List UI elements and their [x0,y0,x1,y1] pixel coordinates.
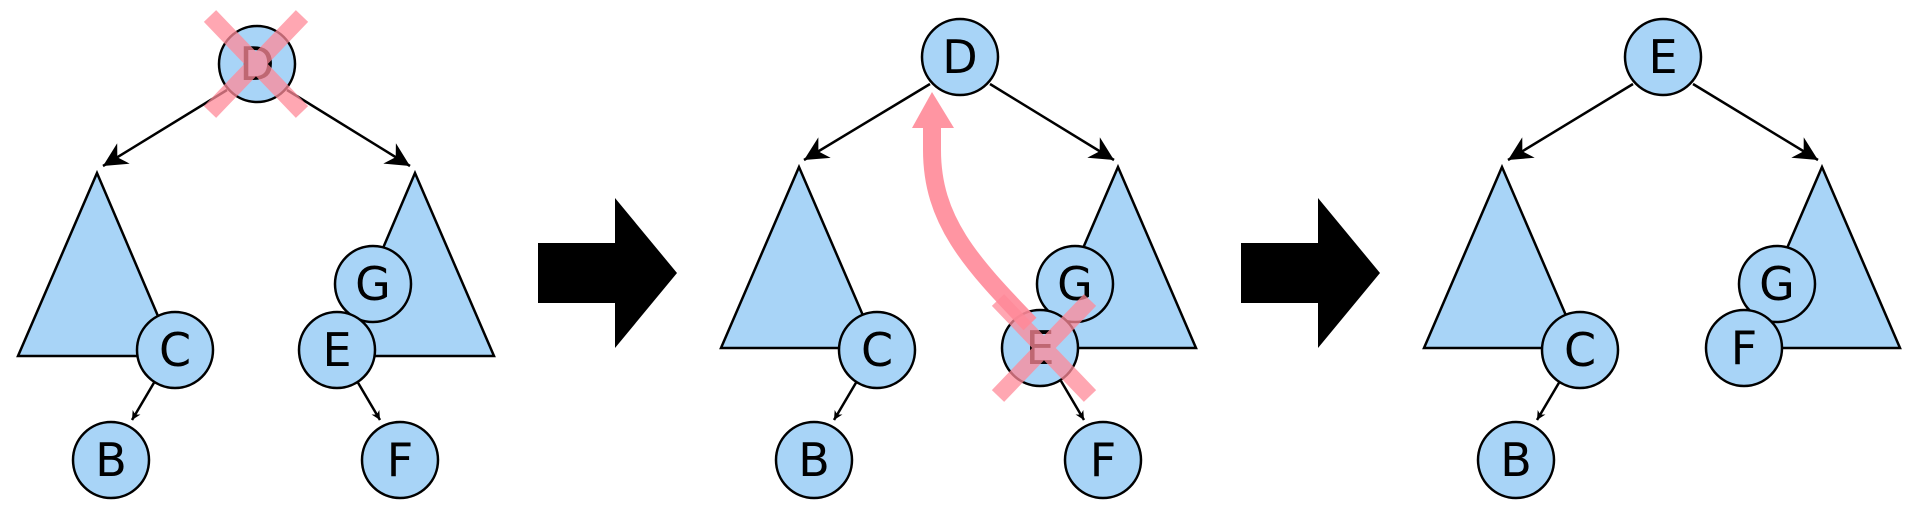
node-root: E [1625,19,1701,95]
node-b-label: B [1500,433,1532,487]
node-g: G [335,246,411,322]
node-f: F [362,422,438,498]
node-f-label: F [387,433,413,487]
node-b: B [1478,422,1554,498]
edge-c-b [132,381,155,420]
node-b: B [73,422,149,498]
right-arrow-icon [1241,198,1380,348]
panel-after: G F C B E [1424,19,1900,498]
edge-root-left [1508,84,1633,160]
edge-root-right [1693,84,1818,160]
node-c-label: C [1564,323,1596,377]
node-f: F [1706,310,1782,386]
node-g-label: G [1759,257,1795,311]
node-f: F [1065,422,1141,498]
edge-c-b [1537,381,1560,420]
node-b: B [776,422,852,498]
node-root: D [922,19,998,95]
node-e: E [299,312,375,388]
move-value-arrow [912,92,1030,324]
node-root-label: E [1648,30,1677,84]
node-c-label: C [861,323,893,377]
node-c-label: C [159,323,191,377]
edge-e-f [357,381,380,420]
node-c: C [839,312,915,388]
node-f-label: F [1090,433,1116,487]
node-root-label: D [942,30,977,84]
node-f-label: F [1731,321,1757,375]
node-c: C [137,312,213,388]
node-b-label: B [95,433,127,487]
node-c: C [1542,312,1618,388]
edge-root-right [287,90,410,166]
edge-root-right [990,84,1114,160]
node-b-label: B [798,433,830,487]
edge-root-left [804,84,930,160]
edge-c-b [834,381,857,420]
right-arrow-icon [538,198,677,348]
panel-replace: G C B F D E [721,19,1196,498]
panel-before: G E C B F D [18,16,494,498]
node-g-label: G [355,257,391,311]
node-e-label: E [322,323,351,377]
